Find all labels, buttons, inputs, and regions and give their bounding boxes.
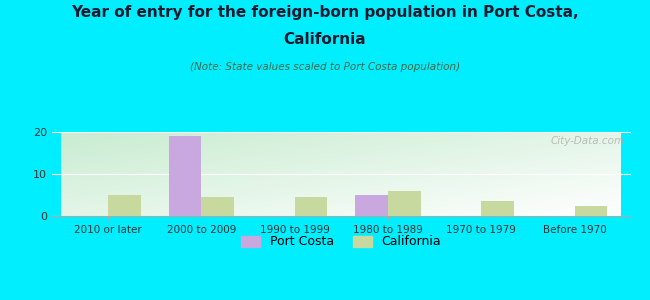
Bar bbox=[481, 201, 514, 216]
Text: (Note: State values scaled to Port Costa population): (Note: State values scaled to Port Costa… bbox=[190, 61, 460, 71]
Bar bbox=[356, 195, 388, 216]
Bar bbox=[202, 197, 234, 216]
Bar bbox=[388, 191, 421, 216]
Text: California: California bbox=[283, 32, 367, 46]
Text: Year of entry for the foreign-born population in Port Costa,: Year of entry for the foreign-born popul… bbox=[72, 4, 578, 20]
Bar bbox=[575, 206, 607, 216]
Bar bbox=[294, 197, 327, 216]
Text: City-Data.com: City-Data.com bbox=[551, 136, 625, 146]
Bar bbox=[108, 195, 140, 216]
Bar bbox=[168, 136, 202, 216]
Legend: Port Costa, California: Port Costa, California bbox=[236, 230, 447, 254]
